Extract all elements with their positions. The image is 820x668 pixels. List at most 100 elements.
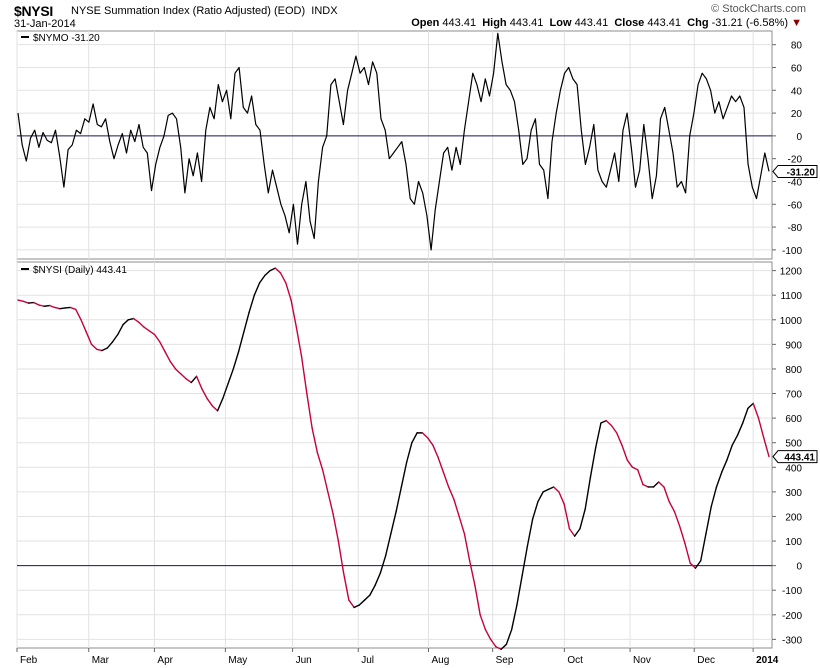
series-segment <box>195 375 203 390</box>
chg-down-icon: ▼ <box>791 17 802 29</box>
series-segment <box>138 321 145 328</box>
series-segment <box>122 319 129 326</box>
series-segment <box>148 330 156 336</box>
series-segment <box>321 469 329 493</box>
series-segment <box>637 469 644 486</box>
series-segment <box>17 299 24 303</box>
series-segment <box>327 491 334 515</box>
nymo-panel: 80 60 40 20 0 -20 -40 -60 -80 -100 -31.20 $NYMO -31… <box>16 30 818 260</box>
series-segment <box>59 307 66 310</box>
watermark: © StockCharts.com <box>711 3 806 15</box>
series-segment <box>43 304 51 307</box>
chart-symbol: $NYSI <box>14 3 53 19</box>
series-segment <box>715 471 723 488</box>
y-tick-label: -300 <box>782 635 802 646</box>
y-tick-label: 400 <box>785 463 802 474</box>
series-segment <box>610 424 618 434</box>
y-tick-label: 0 <box>796 562 802 573</box>
chg-label: Chg <box>687 17 709 29</box>
series-segment <box>374 572 382 587</box>
series-segment <box>342 572 350 601</box>
series-segment <box>432 444 439 459</box>
last-value-tag <box>772 164 818 178</box>
series-segment <box>679 525 686 545</box>
series-segment <box>337 540 345 574</box>
series-segment <box>227 368 235 385</box>
series-segment <box>300 355 308 395</box>
y-tick-label: 300 <box>785 488 802 499</box>
series-segment <box>369 584 376 596</box>
series-segment <box>384 532 392 557</box>
series-segment <box>174 368 182 375</box>
series-segment <box>206 397 214 407</box>
series-segment <box>668 501 676 513</box>
last-value-label: 443.41 <box>784 453 815 464</box>
series-segment <box>405 442 413 464</box>
chg-value: -31.21 (-6.58%) <box>711 17 789 29</box>
y-tick-label: 500 <box>785 439 802 450</box>
series-segment <box>316 451 324 471</box>
series-segment <box>143 326 150 332</box>
x-tick-label: Jun <box>296 655 312 666</box>
y-tick-label: 900 <box>785 340 802 351</box>
x-tick-label: Apr <box>157 655 173 666</box>
series-segment <box>390 510 397 535</box>
series-segment <box>526 518 534 547</box>
series-segment <box>474 584 481 616</box>
series-segment <box>673 510 681 527</box>
series-segment <box>689 562 697 569</box>
series-segment <box>201 387 208 400</box>
series-segment <box>453 498 460 518</box>
series-segment <box>489 638 497 648</box>
series-segment <box>253 282 261 296</box>
series-segment <box>306 392 313 429</box>
series-segment <box>400 461 408 488</box>
series-segment <box>279 272 287 284</box>
series-segment <box>521 545 529 577</box>
series-segment <box>447 486 455 500</box>
series-segment <box>159 341 166 353</box>
legend-label: $NYMO -31.20 <box>33 33 100 44</box>
y-tick-label: -100 <box>782 586 802 597</box>
series-segment <box>589 446 597 478</box>
series-segment <box>621 444 628 461</box>
y-tick-label: 20 <box>791 109 803 120</box>
series-segment <box>684 542 691 564</box>
low-value: 443.41 <box>574 17 609 29</box>
series-segment <box>295 326 303 358</box>
series-segment <box>700 532 707 562</box>
series-segment <box>164 351 172 363</box>
series-segment <box>442 471 450 488</box>
series-segment <box>22 300 30 304</box>
y-tick-label: 800 <box>785 365 802 376</box>
series-segment <box>721 459 728 473</box>
series-segment <box>652 481 660 488</box>
series-segment <box>258 274 266 284</box>
series-segment <box>495 646 502 650</box>
y-tick-label: 1100 <box>780 291 802 302</box>
series-segment <box>537 491 544 503</box>
series-segment <box>726 444 733 461</box>
last-value-label: -31.20 <box>787 167 816 178</box>
x-tick-label: May <box>228 655 247 666</box>
x-tick-label: 2014 <box>756 655 779 666</box>
series-segment <box>763 437 770 458</box>
series-line <box>17 32 770 251</box>
series-segment <box>269 267 277 272</box>
y-tick-label: 200 <box>785 512 802 523</box>
y-tick-label: -60 <box>788 200 803 211</box>
series-segment <box>731 434 739 446</box>
series-segment <box>153 333 161 343</box>
series-segment <box>274 267 282 274</box>
series-segment <box>563 503 571 530</box>
series-segment <box>484 628 492 641</box>
y-tick-label: 0 <box>796 132 802 143</box>
series-segment <box>395 486 403 513</box>
series-segment <box>111 333 119 343</box>
series-segment <box>531 501 539 520</box>
open-label: Open <box>411 17 440 29</box>
x-tick-label: Dec <box>697 655 715 666</box>
chart-name: NYSE Summation Index (Ratio Adjusted) (E… <box>71 5 338 17</box>
series-segment <box>458 515 466 535</box>
series-segment <box>243 311 250 333</box>
